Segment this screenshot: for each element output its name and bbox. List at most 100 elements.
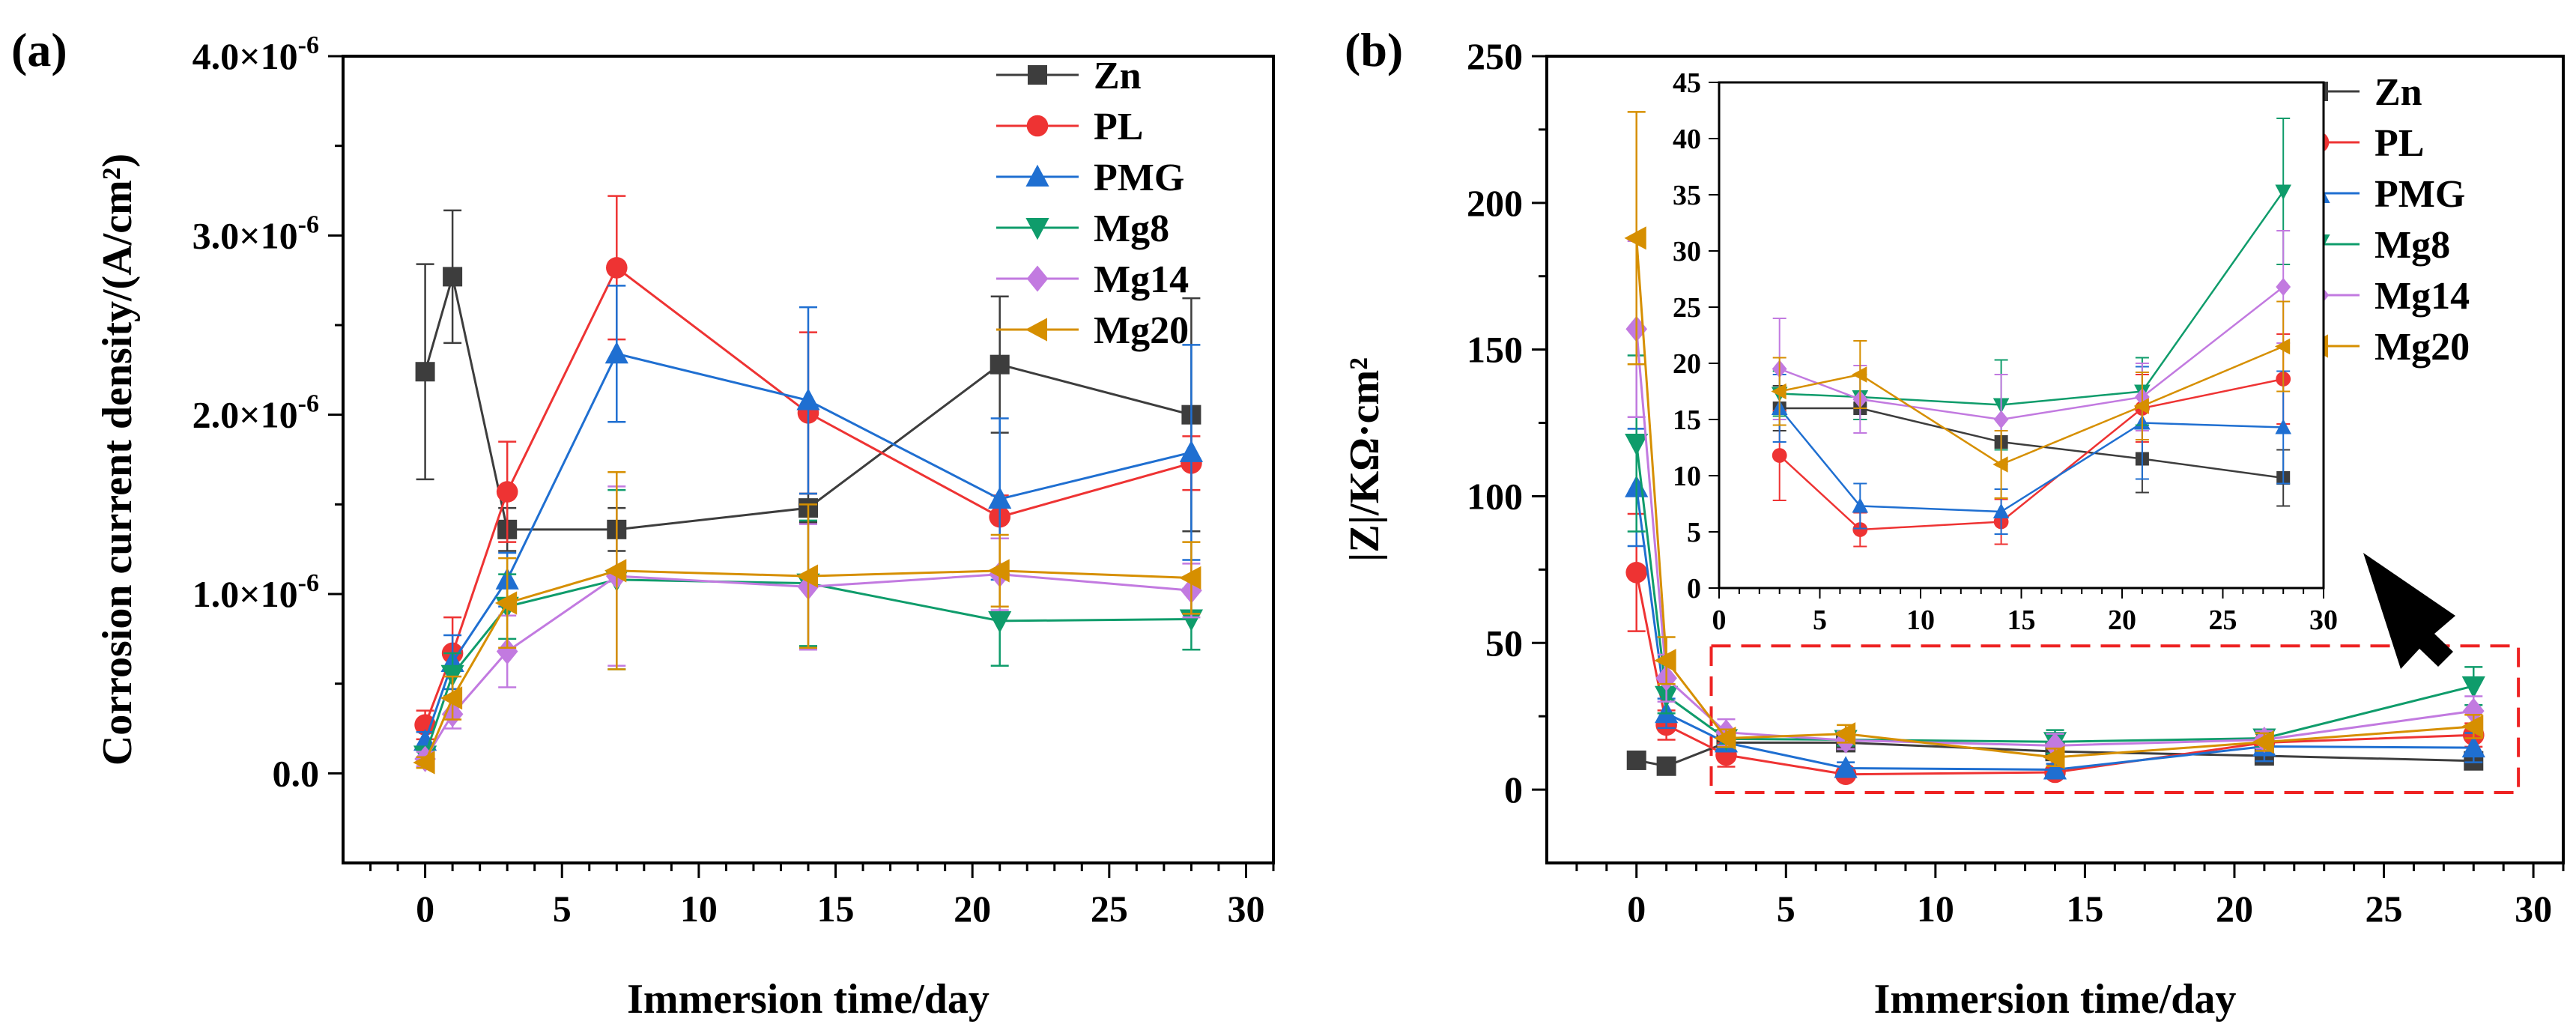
inset-y-tick-label: 25: [1673, 292, 1701, 324]
x-axis-title: Immersion time/day: [1874, 976, 2237, 1023]
data-point: [795, 564, 818, 588]
data-point: [604, 559, 627, 583]
data-point: [2043, 757, 2067, 780]
x-tick-label: 10: [680, 888, 718, 930]
data-point: [1624, 226, 1646, 250]
inset-data-point: [1992, 503, 2010, 518]
data-point: [987, 559, 1010, 583]
inset-series-mg20: [1771, 300, 2291, 499]
data-point: [494, 591, 518, 615]
x-tick-label: 20: [2216, 888, 2253, 930]
y-tick-label: 4.0×10-6: [193, 31, 319, 77]
y-tick-label: 150: [1467, 329, 1523, 371]
data-point: [414, 714, 436, 736]
data-point: [496, 638, 518, 665]
legend-marker: [1025, 164, 1049, 187]
inset-x-tick-label: 5: [1813, 605, 1827, 636]
y-tick-label: 250: [1467, 35, 1523, 77]
legend-label: PL: [1094, 106, 1143, 148]
data-point: [796, 388, 820, 411]
data-point: [2252, 730, 2274, 754]
legend-marker: [1026, 265, 1049, 292]
inset-y-tick-label: 20: [1673, 348, 1701, 380]
legend-label: Mg14: [2375, 275, 2470, 318]
data-point: [990, 354, 1010, 375]
y-tick-label: 2.0×10-6: [193, 390, 319, 436]
y-tick-label: 50: [1485, 622, 1523, 664]
series-mg20: [1624, 111, 2484, 769]
legend-label: PMG: [2375, 173, 2465, 216]
inset-x-tick-label: 30: [2309, 605, 2338, 636]
inset-y-tick-label: 10: [1673, 461, 1701, 492]
data-point: [1654, 649, 1676, 673]
data-point: [413, 751, 435, 775]
inset-data-point: [2275, 419, 2291, 434]
inset-frame: [1718, 81, 2325, 590]
x-tick-label: 0: [416, 888, 434, 930]
x-tick-label: 20: [954, 888, 991, 930]
x-tick-label: 15: [817, 888, 855, 930]
data-point: [604, 342, 628, 364]
x-tick-label: 15: [2066, 888, 2103, 930]
legend-label: Mg14: [1094, 258, 1189, 301]
data-point: [496, 481, 518, 503]
inset-y-tick-label: 0: [1687, 573, 1701, 605]
x-tick-label: 5: [553, 888, 572, 930]
inset-data-point: [1772, 448, 1787, 463]
inset-data-point: [1993, 410, 2009, 429]
legend-label: Mg20: [2375, 326, 2470, 369]
data-point: [2043, 745, 2065, 769]
data-point: [1834, 756, 1858, 778]
inset-x-tick-label: 25: [2209, 605, 2237, 636]
x-tick-label: 30: [2515, 888, 2552, 930]
inset-data-point: [1992, 456, 2008, 473]
data-point: [1626, 750, 1646, 770]
legend-label: Mg8: [1094, 207, 1169, 250]
y-tick-label: 3.0×10-6: [193, 210, 319, 256]
legend-label: Mg20: [1094, 309, 1189, 352]
x-tick-label: 25: [1091, 888, 1128, 930]
inset-data-point: [1852, 522, 1868, 537]
legend-label: Mg8: [2375, 224, 2450, 267]
data-point: [2461, 735, 2485, 758]
legend-label: PL: [2375, 122, 2424, 165]
data-point: [1179, 566, 1201, 590]
panel-b-inset-chart: 0 5 10 15 20 25 30 0 5 10 15 20 25 30 35 40 45: [1673, 67, 2338, 636]
data-point: [443, 267, 463, 287]
data-point: [1179, 609, 1204, 631]
data-point: [1179, 440, 1204, 462]
legend-marker: [1025, 218, 1049, 240]
data-point: [2461, 676, 2485, 699]
data-point: [413, 729, 437, 751]
legend: Zn PL PMG Mg8 Mg14 Mg20: [996, 55, 1189, 352]
data-point: [605, 257, 628, 279]
zoom-region-box: [1709, 644, 2521, 795]
data-point: [1656, 756, 1676, 776]
y-tick-label: 100: [1467, 475, 1523, 517]
inset-data-point: [2133, 398, 2149, 414]
data-point: [415, 362, 435, 382]
inset-y-tick-label: 40: [1673, 124, 1701, 155]
data-point: [2461, 715, 2484, 739]
legend-label: Zn: [1094, 55, 1142, 97]
x-axis-title: Immersion time/day: [627, 976, 990, 1023]
legend-marker: [1028, 65, 1047, 85]
inset-data-point: [2274, 338, 2291, 355]
zoom-arrow-icon: [2363, 553, 2455, 669]
y-tick-label: 0.0: [273, 752, 320, 794]
x-tick-label: 10: [1917, 888, 1954, 930]
legend-label: PMG: [1094, 157, 1184, 199]
panel-label: (a): [11, 23, 67, 76]
data-point: [1625, 433, 1649, 456]
legend-marker: [1026, 115, 1049, 137]
x-tick-label: 30: [1227, 888, 1264, 930]
inset-y-tick-label: 35: [1673, 180, 1701, 211]
inset-y-tick-label: 45: [1673, 67, 1701, 99]
inset-x-tick-label: 0: [1712, 605, 1727, 636]
y-tick-label: 0: [1504, 769, 1523, 811]
data-point: [1833, 722, 1856, 746]
x-tick-label: 0: [1627, 888, 1646, 930]
x-tick-label: 25: [2366, 888, 2403, 930]
inset-y-tick-label: 5: [1687, 517, 1701, 548]
